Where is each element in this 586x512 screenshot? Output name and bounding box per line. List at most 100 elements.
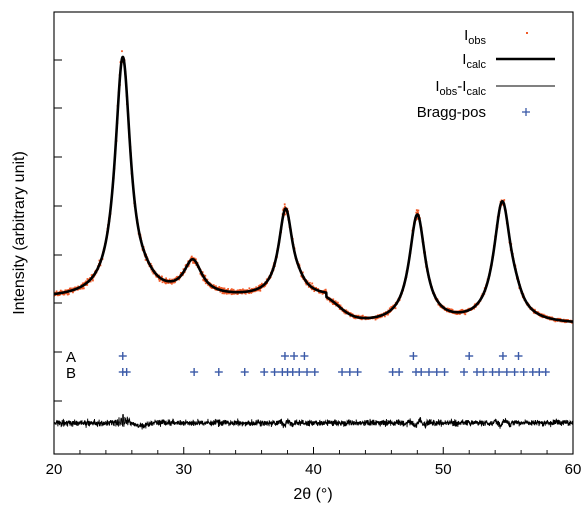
- observed-point: [345, 309, 348, 312]
- observed-point: [306, 280, 309, 283]
- x-axis-label: 2θ (°): [293, 486, 332, 503]
- bragg-marker: [417, 368, 426, 376]
- observed-point: [161, 281, 164, 284]
- bragg-marker: [260, 368, 269, 376]
- observed-point: [554, 320, 557, 323]
- observed-point: [243, 289, 246, 292]
- observed-point: [223, 287, 226, 290]
- observed-point: [240, 289, 243, 292]
- series-observed: [54, 50, 573, 324]
- observed-point: [265, 278, 268, 281]
- bragg-marker: [280, 352, 289, 360]
- observed-point: [312, 285, 314, 288]
- bragg-marker: [122, 368, 131, 376]
- observed-point: [417, 209, 420, 212]
- observed-point: [223, 292, 226, 295]
- observed-point: [165, 277, 168, 280]
- observed-point: [360, 318, 363, 321]
- x-tick-label: 40: [305, 461, 322, 478]
- observed-point: [338, 303, 341, 306]
- observed-point: [532, 311, 535, 314]
- phase-label-b: B: [66, 365, 76, 382]
- bragg-marker: [479, 368, 488, 376]
- series-calculated: [54, 55, 573, 323]
- observed-point: [174, 281, 176, 284]
- observed-point: [542, 313, 545, 316]
- observed-point: [55, 290, 58, 293]
- observed-point: [503, 199, 506, 201]
- observed-point: [357, 314, 360, 317]
- observed-point: [308, 281, 311, 284]
- observed-point: [315, 286, 317, 289]
- observed-point: [81, 282, 84, 285]
- observed-point: [415, 209, 418, 212]
- observed-point: [190, 255, 193, 258]
- observed-point: [283, 203, 286, 206]
- x-tick-label: 20: [46, 461, 63, 478]
- observed-point: [388, 307, 391, 310]
- legend-label: Bragg-pos: [417, 104, 486, 121]
- observed-point: [80, 283, 83, 286]
- legend-label: Iobs-Icalc: [435, 78, 486, 98]
- observed-point: [66, 293, 69, 296]
- phase-label-a: A: [66, 349, 76, 366]
- observed-point: [361, 314, 364, 317]
- observed-point: [158, 280, 161, 282]
- bragg-marker: [409, 352, 418, 360]
- observed-point: [170, 282, 173, 285]
- observed-point: [332, 298, 335, 301]
- observed-point: [323, 289, 326, 292]
- observed-point: [259, 288, 261, 291]
- observed-point: [284, 205, 286, 208]
- series-bragg: [118, 352, 550, 376]
- bragg-marker: [514, 352, 523, 360]
- observed-point: [192, 261, 194, 264]
- bragg-marker: [290, 352, 299, 360]
- observed-point: [454, 312, 457, 315]
- observed-point: [282, 207, 285, 210]
- observed-point: [321, 292, 324, 295]
- observed-point: [173, 277, 176, 280]
- bragg-marker: [502, 368, 511, 376]
- observed-point: [339, 304, 342, 307]
- bragg-marker: [190, 368, 199, 376]
- observed-point: [195, 258, 197, 261]
- bragg-marker: [270, 368, 279, 376]
- bragg-marker: [300, 352, 309, 360]
- observed-point: [259, 289, 262, 292]
- observed-point: [474, 303, 476, 306]
- observed-point: [212, 284, 215, 287]
- observed-point: [121, 50, 123, 53]
- bragg-marker: [214, 368, 223, 376]
- observed-point: [86, 284, 89, 286]
- observed-point: [313, 290, 316, 293]
- bragg-marker: [118, 352, 127, 360]
- observed-point: [66, 289, 69, 292]
- observed-point: [230, 293, 233, 296]
- observed-point: [263, 285, 265, 288]
- observed-point: [227, 288, 230, 290]
- observed-point: [187, 264, 190, 267]
- observed-point: [383, 315, 386, 318]
- observed-point: [161, 276, 163, 278]
- observed-point: [387, 313, 389, 316]
- observed-point: [230, 288, 233, 291]
- observed-point: [248, 292, 251, 295]
- observed-point: [241, 292, 244, 295]
- observed-point: [533, 308, 536, 311]
- observed-point: [394, 307, 397, 310]
- observed-point: [178, 278, 180, 281]
- legend-marker-observed: [526, 32, 528, 34]
- observed-point: [257, 285, 260, 288]
- x-tick-label: 50: [435, 461, 452, 478]
- observed-point: [89, 280, 92, 283]
- observed-point: [81, 287, 84, 290]
- bragg-marker: [295, 368, 304, 376]
- observed-point: [537, 311, 540, 314]
- observed-point: [215, 285, 217, 288]
- observed-point: [461, 308, 464, 311]
- observed-point: [282, 209, 285, 211]
- bragg-marker: [338, 368, 347, 376]
